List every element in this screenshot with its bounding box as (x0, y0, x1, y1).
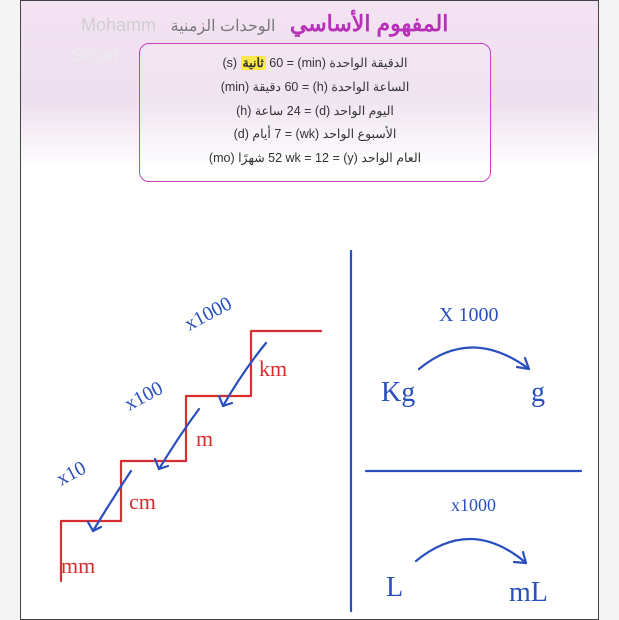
label-km: km (259, 356, 287, 381)
label-g: g (531, 377, 545, 408)
watermark-line-2: Smart (71, 45, 119, 66)
label-cm: cm (129, 489, 156, 514)
concept-box: الدقيقة الواحدة (min) = 60 ثانية (s) الس… (139, 43, 491, 182)
label-m: m (196, 426, 213, 451)
label-kg: Kg (381, 377, 415, 408)
title-sub: الوحدات الزمنية (171, 18, 276, 35)
arrow-L-mL (416, 539, 526, 563)
diagram-svg: mm cm m km x10 x100 x1000 Kg g X 1000 (21, 211, 599, 620)
label-mL: mL (509, 577, 548, 608)
box-line-5: العام الواحد (y) = 52 wk = 12 شهرًا (mo) (152, 147, 478, 171)
label-x1000-L: x1000 (451, 495, 496, 515)
box-line-1-highlight: ثانية (241, 56, 266, 70)
label-L: L (386, 572, 403, 603)
label-mm: mm (61, 553, 95, 578)
label-x1000-left: x1000 (181, 293, 235, 336)
title-main: المفهوم الأساسي (290, 11, 448, 36)
box-line-1-post: (s) (222, 56, 240, 70)
box-line-3: اليوم الواحد (d) = 24 ساعة (h) (152, 100, 478, 124)
diagram-area: mm cm m km x10 x100 x1000 Kg g X 1000 (21, 211, 599, 620)
title-row: المفهوم الأساسي الوحدات الزمنية (21, 11, 598, 37)
page: Mohamm Smart المفهوم الأساسي الوحدات الز… (20, 0, 599, 620)
label-x100: x100 (121, 377, 167, 415)
box-line-1: الدقيقة الواحدة (min) = 60 ثانية (s) (152, 52, 478, 76)
box-line-1-pre: الدقيقة الواحدة (min) = 60 (266, 56, 408, 70)
arrow-kg-g (419, 348, 529, 370)
box-line-2: الساعة الواحدة (h) = 60 دقيقة (min) (152, 76, 478, 100)
label-x10: x10 (53, 457, 90, 491)
box-line-4: الأسبوع الواحد (wk) = 7 أيام (d) (152, 123, 478, 147)
label-x1000-kg: X 1000 (439, 304, 498, 326)
